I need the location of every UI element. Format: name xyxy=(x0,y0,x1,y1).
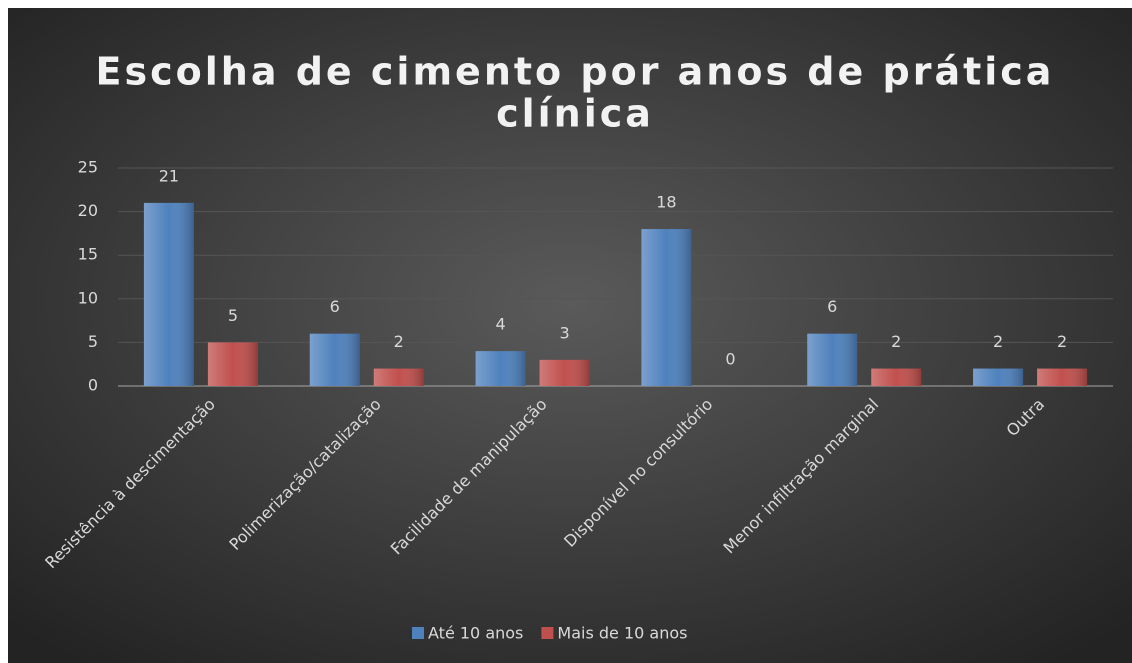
chart-background xyxy=(8,8,1132,663)
data-label: 4 xyxy=(495,315,505,334)
y-tick-label: 5 xyxy=(88,332,98,351)
data-label: 2 xyxy=(394,332,404,351)
chart-title: Escolha de cimento por anos de prática xyxy=(96,50,1055,94)
chart-title: clínica xyxy=(496,92,654,136)
data-label: 2 xyxy=(891,332,901,351)
bar xyxy=(207,342,258,386)
bar xyxy=(373,368,424,386)
bar xyxy=(807,333,858,386)
y-tick-label: 25 xyxy=(78,158,98,177)
data-label: 2 xyxy=(1057,332,1067,351)
bar xyxy=(475,351,526,386)
data-label: 21 xyxy=(159,166,179,185)
bar xyxy=(973,368,1024,386)
y-tick-label: 15 xyxy=(78,245,98,264)
y-tick-label: 0 xyxy=(88,376,98,395)
data-label: 0 xyxy=(725,350,735,369)
data-label: 6 xyxy=(330,297,340,316)
bar xyxy=(539,359,590,386)
data-label: 18 xyxy=(656,193,676,212)
bar xyxy=(641,229,692,386)
legend-swatch xyxy=(541,627,554,639)
bar xyxy=(871,368,922,386)
y-tick-label: 10 xyxy=(78,288,98,307)
bar xyxy=(143,202,194,386)
bar xyxy=(309,333,360,386)
legend-label: Até 10 anos xyxy=(428,624,523,643)
bar xyxy=(1037,368,1088,386)
data-label: 2 xyxy=(993,332,1003,351)
data-label: 6 xyxy=(827,297,837,316)
data-label: 5 xyxy=(228,306,238,325)
legend-label: Mais de 10 anos xyxy=(557,624,687,643)
data-label: 3 xyxy=(559,323,569,342)
y-tick-label: 20 xyxy=(78,201,98,220)
legend-swatch xyxy=(412,627,424,639)
